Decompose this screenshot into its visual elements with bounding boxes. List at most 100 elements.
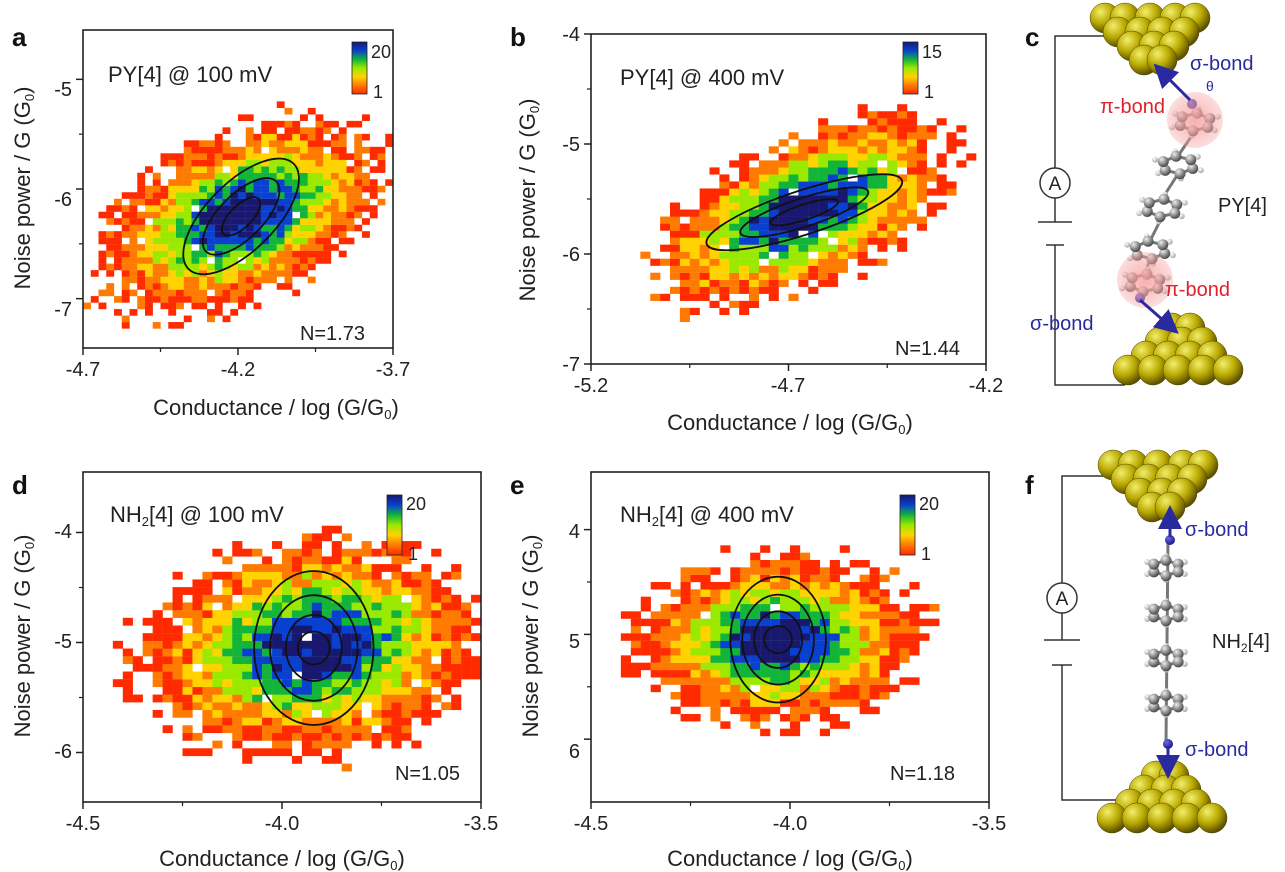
heatmap-cell: [222, 218, 231, 225]
heatmap-cell: [192, 602, 203, 611]
heatmap-cell: [362, 172, 370, 180]
heatmap-cell: [680, 589, 691, 597]
heatmap-cell: [788, 153, 799, 161]
heatmap-cell: [740, 714, 751, 722]
n-label: N=1.18: [890, 763, 955, 785]
heatmap-cell: [338, 127, 347, 134]
heatmap-cell: [650, 640, 661, 649]
heatmap-cell: [788, 272, 799, 280]
heatmap-cell: [471, 633, 481, 641]
heatmap-cell: [839, 655, 850, 663]
heatmap-cell: [292, 133, 301, 141]
heatmap-cell: [129, 309, 138, 316]
heatmap-cell: [818, 153, 829, 161]
heatmap-cell: [346, 211, 355, 219]
heatmap-cell: [828, 153, 839, 161]
heatmap-cell: [471, 656, 481, 665]
heatmap-cell: [202, 633, 213, 641]
heatmap-cell: [338, 205, 347, 212]
heatmap-cell: [160, 205, 169, 212]
heatmap-cell: [331, 140, 339, 147]
heatmap-cell: [887, 237, 898, 245]
heatmap-cell: [926, 167, 937, 175]
heatmap-cell: [916, 153, 927, 161]
heatmap-cell: [620, 633, 631, 641]
x-axis-title: Conductance / log (G/G0): [159, 846, 405, 872]
heatmap-cell: [700, 618, 711, 627]
heatmap-cell: [361, 617, 372, 626]
heatmap-cell: [690, 626, 701, 634]
heatmap-cell: [252, 679, 263, 688]
heatmap-cell: [214, 283, 223, 290]
heatmap-cell: [770, 560, 781, 568]
heatmap-cell: [192, 748, 203, 757]
heatmap-cell: [122, 694, 133, 703]
heatmap-cell: [291, 663, 303, 672]
heatmap-cell: [212, 694, 223, 703]
heatmap-cell: [242, 656, 253, 665]
heatmap-cell: [262, 648, 273, 657]
heatmap-cell: [867, 195, 878, 203]
hydrogen-atom: [1197, 167, 1204, 174]
heatmap-cell: [936, 188, 947, 196]
heatmap-cell: [321, 671, 332, 680]
heatmap-cell: [261, 179, 270, 186]
heatmap-cell: [907, 160, 918, 168]
heatmap-cell: [331, 218, 339, 225]
heatmap-cell: [323, 231, 332, 238]
heatmap-cell: [929, 618, 940, 627]
heatmap-cell: [253, 146, 262, 154]
heatmap-cell: [276, 211, 285, 219]
heatmap-cell: [720, 633, 731, 641]
heatmap-cell: [323, 224, 332, 232]
heatmap-cell: [232, 694, 243, 703]
heatmap-cell: [121, 257, 130, 264]
heatmap-cell: [98, 211, 107, 219]
heatmap-cell: [857, 167, 868, 175]
colorbar-max: 20: [919, 494, 939, 514]
heatmap-cell: [245, 276, 254, 284]
heatmap-cell: [719, 272, 730, 280]
heatmap-cell: [323, 159, 332, 167]
heatmap-cell: [867, 111, 878, 119]
heatmap-cell: [202, 587, 213, 595]
heatmap-cell: [183, 192, 192, 199]
heatmap-cell: [837, 139, 848, 147]
heatmap-cell: [321, 732, 332, 741]
heatmap-cell: [749, 279, 760, 287]
heatmap-cell: [315, 159, 324, 167]
heatmap-cell: [799, 714, 811, 722]
heatmap-cell: [768, 286, 779, 294]
heatmap-cell: [90, 270, 99, 277]
heatmap-cell: [869, 633, 880, 641]
heatmap-cell: [106, 283, 115, 290]
heatmap-cell: [808, 244, 819, 252]
heatmap-cell: [202, 709, 213, 718]
heatmap-cell: [238, 205, 246, 212]
heatmap-cell: [121, 270, 130, 277]
heatmap-cell: [192, 648, 203, 657]
heatmap-cell: [689, 251, 700, 259]
heatmap-cell: [331, 748, 342, 757]
heatmap-cell: [362, 198, 370, 206]
heatmap-cell: [839, 721, 850, 729]
heatmap-cell: [232, 602, 243, 611]
heatmap-cell: [749, 265, 760, 273]
heatmap-cell: [411, 587, 422, 595]
heatmap-cell: [162, 679, 173, 688]
heatmap-cell: [214, 166, 223, 173]
heatmap-cell: [282, 694, 293, 703]
heatmap-cell: [740, 633, 751, 641]
heatmap-cell: [778, 181, 789, 189]
heatmap-cell: [351, 717, 362, 726]
heatmap-cell: [129, 231, 138, 238]
heatmap-cell: [809, 574, 821, 583]
heatmap-cell: [689, 265, 700, 273]
heatmap-cell: [212, 656, 223, 665]
heatmap-cell: [172, 610, 183, 618]
heatmap-cell: [183, 211, 192, 219]
heatmap-cell: [887, 132, 898, 140]
heatmap-cell: [132, 663, 143, 672]
heatmap-cell: [321, 686, 332, 695]
heatmap-cell: [739, 300, 750, 308]
